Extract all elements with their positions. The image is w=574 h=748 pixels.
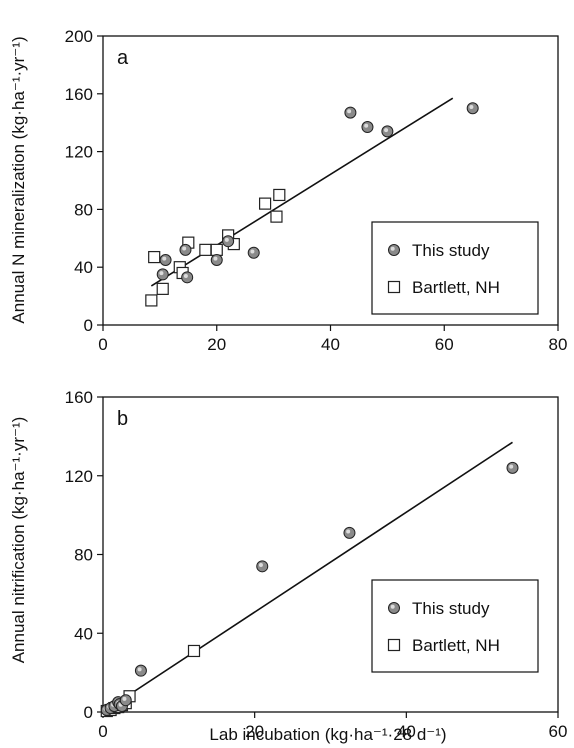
panel-b-this-study-point-9-highlight bbox=[346, 529, 351, 534]
panel-b-this-study-point-7-highlight bbox=[137, 667, 142, 672]
panel-b-this-study-point-6 bbox=[119, 694, 132, 707]
panel-a-x-tick-label-4: 80 bbox=[549, 335, 568, 354]
panel-a-this-study-point-0 bbox=[156, 268, 169, 281]
panel-a-legend-label-0: This study bbox=[412, 241, 490, 260]
panel-a-y-tick-label-2: 80 bbox=[74, 200, 93, 219]
panel-a-y-tick-label-0: 0 bbox=[84, 316, 93, 335]
panel-b-this-study-point-6-highlight bbox=[122, 696, 127, 701]
panel-b-this-study-point-9 bbox=[343, 526, 356, 539]
panel-a-bartlett-point-10 bbox=[258, 197, 272, 210]
panel-a-legend-marker-0 bbox=[388, 244, 400, 256]
panel-a-this-study-point-3 bbox=[181, 271, 194, 284]
panel-b-y-tick-label-0: 0 bbox=[84, 703, 93, 722]
panel-b-letter: b bbox=[117, 408, 128, 430]
panel-a-legend: This study Bartlett, NH bbox=[371, 221, 539, 315]
panel-b-x-tick-label-0: 0 bbox=[98, 722, 107, 741]
panel-a-x-tick-label-0: 0 bbox=[98, 335, 107, 354]
panel-b-regression-line bbox=[102, 441, 513, 713]
panel-a: 0 20 40 60 80 0 40 80 120 160 200 a This study Bartle… bbox=[65, 27, 568, 354]
panel-b: 0 20 40 60 0 40 80 120 160 b This study Bartlett, N… bbox=[65, 388, 568, 741]
panel-a-bartlett-point-7 bbox=[210, 243, 223, 256]
panel-a-x-tick-label-2: 40 bbox=[321, 335, 340, 354]
panel-a-legend-label-1: Bartlett, NH bbox=[412, 278, 500, 297]
panel-b-y-tick-label-4: 160 bbox=[65, 388, 93, 407]
panel-a-this-study-point-1 bbox=[159, 253, 172, 266]
panel-b-legend-marker-0-highlight bbox=[390, 604, 395, 609]
panel-a-this-study-point-2 bbox=[179, 243, 192, 256]
panel-a-y-tick-label-3: 120 bbox=[65, 143, 93, 162]
panel-b-this-study-point-8 bbox=[256, 560, 269, 573]
panel-a-this-study-point-0-highlight bbox=[159, 271, 164, 276]
panel-a-this-study-point-1-highlight bbox=[162, 256, 167, 261]
panel-a-this-study-point-8-highlight bbox=[364, 123, 369, 128]
panel-a-legend-marker-1 bbox=[387, 280, 401, 294]
panel-a-bartlett-point-11 bbox=[270, 210, 283, 223]
panel-a-this-study-point-7-highlight bbox=[347, 109, 352, 114]
panel-b-legend-marker-1 bbox=[387, 638, 401, 652]
panel-a-this-study-point-3-highlight bbox=[183, 274, 188, 279]
panel-a-this-study-point-4-highlight bbox=[213, 256, 218, 261]
panel-a-this-study-point-9-highlight bbox=[384, 128, 389, 133]
panel-a-this-study-point-10-highlight bbox=[469, 104, 474, 109]
panel-a-legend-marker-0-highlight bbox=[390, 246, 395, 251]
panel-a-y-tick-label-1: 40 bbox=[74, 258, 93, 277]
panel-b-legend: This study Bartlett, NH bbox=[371, 579, 539, 673]
panel-a-bartlett-point-2 bbox=[156, 282, 169, 295]
panel-a-bartlett-point-1 bbox=[148, 250, 161, 264]
panel-a-this-study-point-7 bbox=[344, 106, 357, 119]
panel-a-this-study-point-9 bbox=[381, 125, 394, 138]
panel-b-this-study-point-10 bbox=[506, 461, 519, 474]
panel-b-x-tick-label-3: 60 bbox=[549, 722, 568, 741]
panel-b-x-tick-label-1: 20 bbox=[245, 722, 264, 741]
panel-a-this-study-point-5-highlight bbox=[224, 237, 229, 242]
panel-a-this-study-point-6-highlight bbox=[250, 249, 255, 254]
panel-a-y-axis-title: Annual N mineralization (kg·ha⁻¹·yr⁻¹) bbox=[9, 36, 28, 323]
panel-b-y-tick-label-3: 120 bbox=[65, 467, 93, 486]
panel-b-legend-box bbox=[371, 579, 539, 673]
panel-a-y-tick-label-4: 160 bbox=[65, 85, 93, 104]
panel-b-legend-label-1: Bartlett, NH bbox=[412, 636, 500, 655]
panel-a-this-study-point-10 bbox=[466, 102, 479, 115]
panel-a-this-study-point-2-highlight bbox=[182, 246, 187, 251]
panel-b-x-axis-title: Lab incubation (kg·ha⁻¹·28 d⁻¹) bbox=[209, 725, 446, 744]
panel-a-letter: a bbox=[117, 47, 129, 69]
panel-b-bartlett-point-7 bbox=[187, 644, 201, 658]
panel-a-this-study-point-5 bbox=[222, 235, 235, 248]
panel-b-y-tick-label-1: 40 bbox=[74, 624, 93, 643]
panel-b-this-study-point-8-highlight bbox=[258, 563, 263, 568]
panel-a-y-tick-label-5: 200 bbox=[65, 27, 93, 46]
panel-a-bartlett-point-12 bbox=[273, 188, 286, 202]
panel-a-bartlett-point-0 bbox=[145, 294, 158, 307]
panel-a-bartlett-point-6 bbox=[199, 243, 212, 256]
panel-a-x-tick-label-1: 20 bbox=[207, 335, 226, 354]
panel-a-x-tick-label-3: 60 bbox=[435, 335, 454, 354]
panel-b-legend-marker-0 bbox=[388, 602, 400, 614]
panel-a-this-study-point-6 bbox=[247, 246, 260, 259]
panel-b-legend-label-0: This study bbox=[412, 599, 490, 618]
panel-b-this-study-point-7 bbox=[134, 664, 147, 677]
panel-b-this-study-point-10-highlight bbox=[509, 464, 514, 469]
panel-a-legend-box bbox=[371, 221, 539, 315]
panel-b-y-axis-title: Annual nitrification (kg·ha⁻¹·yr⁻¹) bbox=[9, 417, 28, 664]
panel-b-x-tick-label-2: 40 bbox=[397, 722, 416, 741]
panel-a-this-study-point-4 bbox=[210, 253, 223, 266]
panel-b-y-tick-label-2: 80 bbox=[74, 546, 93, 565]
panel-a-this-study-point-8 bbox=[361, 121, 374, 134]
